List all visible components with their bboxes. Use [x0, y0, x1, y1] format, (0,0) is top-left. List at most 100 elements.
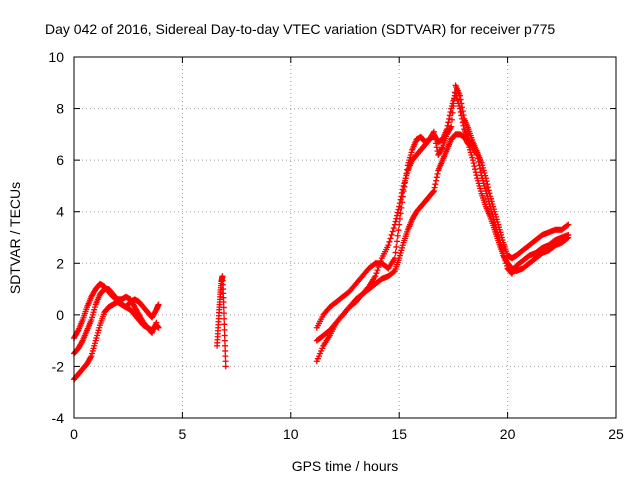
data-point [433, 177, 440, 184]
data-point [393, 243, 400, 250]
data-point [565, 234, 572, 241]
data-point [446, 115, 453, 122]
data-point [399, 199, 406, 206]
data-point [402, 175, 409, 182]
data-point [78, 338, 85, 345]
y-tick-label: -4 [52, 410, 65, 426]
data-point [399, 193, 406, 200]
plot-frame [73, 56, 617, 419]
data-point [394, 212, 401, 219]
data-point [400, 188, 407, 195]
data-point [222, 358, 229, 365]
data-point [472, 166, 479, 173]
data-point [221, 337, 228, 344]
data-point [486, 190, 493, 197]
data-point [395, 227, 402, 234]
series-p775-f [313, 82, 572, 331]
data-point [469, 157, 476, 164]
axis-ticks: 0 5 10 15 20 25 -4 -2 0 2 4 6 8 10 [48, 49, 624, 442]
x-tick-label: 25 [608, 426, 624, 442]
data-point [448, 116, 455, 123]
y-tick-label: 8 [56, 101, 64, 117]
data-point [470, 160, 477, 167]
data-point [464, 140, 471, 147]
data-point [397, 210, 404, 217]
data-point [388, 231, 395, 238]
data-point [374, 267, 381, 274]
data-point [373, 270, 380, 277]
data-point [430, 188, 437, 195]
data-point [221, 326, 228, 333]
data-point [564, 222, 571, 229]
data-point [484, 181, 491, 188]
data-point [87, 354, 94, 361]
series-p775-e [313, 90, 572, 365]
data-point [451, 96, 458, 103]
chart-title: Day 042 of 2016, Sidereal Day-to-day VTE… [45, 21, 555, 37]
data-point [432, 181, 439, 188]
y-tick-label: -2 [52, 358, 65, 374]
data-point [482, 175, 489, 182]
data-point [477, 165, 484, 172]
data-point [392, 249, 399, 256]
data-point [433, 140, 440, 147]
data-point [434, 170, 441, 177]
data-point [394, 238, 401, 245]
data-point [430, 188, 437, 195]
x-axis-label: GPS time / hours [292, 458, 399, 474]
data-point [471, 163, 478, 170]
data-points [71, 82, 572, 383]
series-p775-g [313, 131, 572, 344]
data-point [445, 119, 452, 126]
data-point [396, 216, 403, 223]
data-point [221, 332, 228, 339]
data-point [433, 174, 440, 181]
data-point [394, 232, 401, 239]
data-point [430, 128, 437, 135]
x-tick-label: 10 [283, 426, 299, 442]
y-tick-label: 6 [56, 152, 64, 168]
data-point [153, 319, 160, 326]
y-tick-label: 2 [56, 255, 64, 271]
data-point [483, 178, 490, 185]
data-point [390, 268, 397, 275]
data-point [404, 166, 411, 173]
data-point [448, 123, 455, 130]
data-point [459, 108, 466, 115]
data-point [401, 183, 408, 190]
data-point [403, 170, 410, 177]
data-point [431, 132, 438, 139]
data-point [398, 204, 405, 211]
data-point [459, 104, 466, 111]
data-point [387, 235, 394, 242]
data-point [457, 96, 464, 103]
y-tick-label: 4 [56, 204, 64, 220]
data-point [220, 304, 227, 311]
x-tick-label: 15 [391, 426, 407, 442]
data-point [221, 315, 228, 322]
data-point [485, 187, 492, 194]
data-point [222, 353, 229, 360]
data-point [389, 228, 396, 235]
data-point [565, 221, 572, 228]
series-p775-c [71, 280, 160, 342]
data-point [432, 136, 439, 143]
data-point [222, 347, 229, 354]
data-point [222, 342, 229, 349]
data-point [392, 218, 399, 225]
data-point [433, 144, 440, 151]
data-point [472, 169, 479, 176]
data-point [401, 179, 408, 186]
data-point [447, 124, 454, 131]
data-point [221, 321, 228, 328]
data-point [222, 363, 229, 370]
data-point [220, 298, 227, 305]
series-p775-d [214, 273, 229, 370]
data-point [372, 273, 379, 280]
data-point [485, 184, 492, 191]
data-point [473, 172, 480, 179]
data-point [155, 301, 162, 308]
data-point [390, 225, 397, 232]
data-point [396, 221, 403, 228]
